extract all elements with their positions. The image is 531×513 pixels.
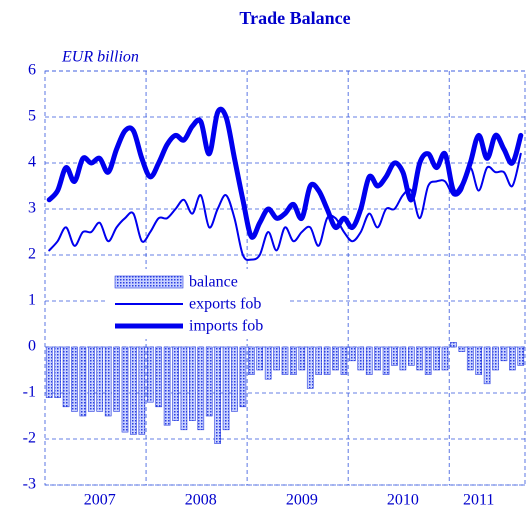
bar (180, 346, 188, 431)
bar (382, 346, 390, 375)
bar (205, 346, 213, 417)
bar (298, 346, 306, 371)
bar (197, 346, 205, 431)
x-tick-label: 2007 (84, 492, 116, 509)
bar (104, 346, 112, 417)
bar (509, 346, 516, 371)
bar (222, 346, 230, 431)
bar (113, 346, 120, 412)
bar (273, 346, 280, 371)
bar (340, 346, 348, 375)
legend-label: exports fob (189, 296, 261, 313)
y-tick-label: -2 (23, 430, 36, 447)
bar (214, 346, 221, 444)
bar (492, 346, 499, 371)
bar (290, 346, 297, 375)
bar (138, 346, 146, 435)
bar (374, 346, 381, 371)
bar (458, 346, 466, 352)
x-tick-label: 2008 (185, 492, 217, 509)
bar (121, 346, 129, 433)
bar (264, 346, 272, 380)
bar (349, 346, 356, 362)
bar (247, 346, 255, 375)
bar (306, 346, 314, 389)
y-tick-label: 3 (28, 200, 36, 217)
bar (45, 346, 53, 398)
bar (54, 346, 61, 398)
plot-frame (44, 70, 526, 486)
y-axis-label: EUR billion (61, 49, 139, 66)
x-tick-label: 2011 (463, 492, 494, 509)
bar (62, 346, 70, 408)
bar (416, 346, 424, 371)
bar (130, 346, 137, 435)
y-tick-label: -3 (23, 476, 36, 493)
x-tick-label: 2010 (387, 492, 419, 509)
bar (391, 346, 398, 366)
y-tick-label: 4 (28, 154, 36, 171)
bar (146, 346, 154, 403)
legend-label: imports fob (189, 318, 263, 335)
line (48, 152, 522, 261)
bar (332, 346, 339, 371)
bar (399, 346, 407, 371)
bar (365, 346, 373, 375)
legend-swatch (114, 275, 184, 289)
bar (172, 346, 179, 421)
bar (87, 346, 95, 412)
bar (466, 346, 474, 371)
y-tick-label: 5 (28, 108, 36, 125)
y-tick-label: 0 (28, 338, 36, 355)
bar (71, 346, 78, 412)
y-tick-label: -1 (23, 384, 36, 401)
line (46, 106, 524, 240)
chart-title: Trade Balance (239, 8, 350, 28)
bar (189, 346, 196, 421)
bar (256, 346, 264, 371)
bar (424, 346, 432, 375)
y-tick-label: 2 (28, 246, 36, 263)
bar (441, 346, 449, 371)
bar (475, 346, 483, 375)
bar (433, 346, 440, 371)
bar (323, 346, 331, 375)
y-tick-label: 6 (28, 62, 36, 79)
bar (357, 346, 365, 371)
bar (483, 346, 491, 385)
bar (96, 346, 104, 412)
bar (315, 346, 323, 375)
bar (407, 346, 415, 366)
legend-label: balance (189, 274, 238, 291)
bar (500, 346, 508, 362)
bar (163, 346, 171, 426)
bar (281, 346, 289, 375)
bar (79, 346, 87, 417)
bar (239, 346, 247, 408)
x-tick-label: 2009 (286, 492, 318, 509)
bar (155, 346, 163, 408)
y-tick-label: 1 (28, 292, 36, 309)
bar (231, 346, 238, 412)
bar (450, 342, 457, 348)
bar (517, 346, 525, 366)
